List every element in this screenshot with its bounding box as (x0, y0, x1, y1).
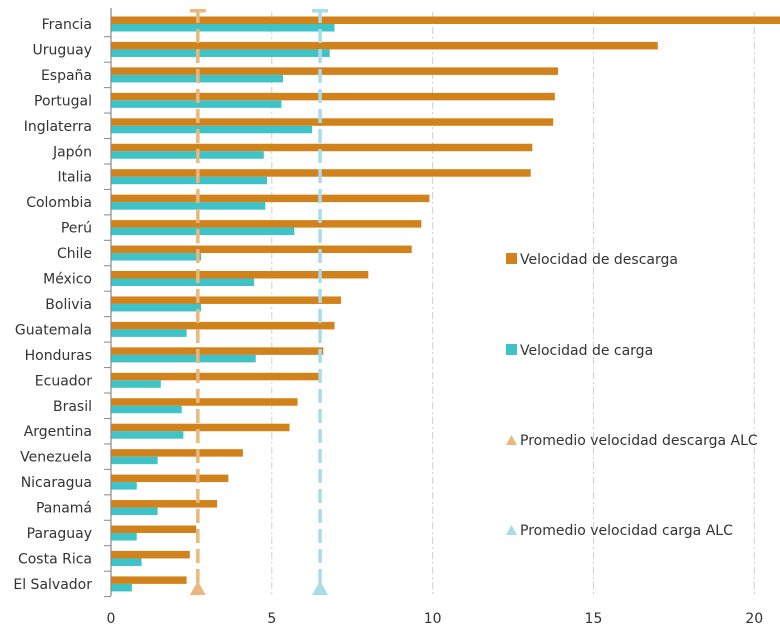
bar-descarga (111, 67, 559, 75)
legend-label: Promedio velocidad carga ALC (520, 523, 733, 539)
bar-carga (111, 533, 137, 541)
category-label: Venezuela (20, 450, 92, 466)
legend-label: Velocidad de descarga (520, 252, 678, 268)
bar-descarga (111, 372, 321, 381)
x-tick-label: 0 (107, 611, 116, 627)
bar-descarga (111, 449, 243, 457)
bar-descarga (111, 194, 430, 203)
bar-descarga (111, 347, 324, 355)
category-label: Panamá (36, 501, 92, 517)
x-tick-label: 10 (424, 611, 442, 627)
bar-carga (111, 100, 282, 108)
bar-carga (111, 49, 330, 57)
bar-descarga (111, 550, 190, 559)
bar-carga (111, 354, 256, 363)
bar-carga (111, 482, 137, 490)
category-label: Japón (52, 144, 92, 160)
x-tick-label: 5 (267, 611, 276, 627)
category-label: Honduras (25, 348, 92, 364)
average-marker (189, 581, 206, 595)
bar-descarga (111, 143, 533, 152)
bar-carga (111, 303, 202, 312)
bar-descarga (111, 423, 290, 432)
bar-descarga (111, 245, 412, 254)
average-lines (189, 9, 329, 595)
category-label: Brasil (53, 399, 92, 415)
bar-descarga (111, 118, 554, 126)
category-label: Inglaterra (24, 119, 92, 135)
axes: 0 5 10 15 20 Francia Uruguay España Portugal Ingl… (13, 8, 763, 627)
bar-descarga (111, 271, 369, 279)
category-label: Nicaragua (21, 475, 92, 491)
bar-descarga (111, 500, 218, 508)
bar-descarga (111, 92, 555, 101)
bar-carga (111, 253, 202, 261)
bar-carga (111, 507, 158, 516)
bars (111, 16, 780, 592)
legend-triangle-marker (506, 525, 517, 535)
x-tick-label: 20 (745, 611, 763, 627)
category-label: México (43, 272, 92, 288)
category-label: Francia (42, 17, 92, 33)
bar-descarga (111, 474, 229, 483)
bar-descarga (111, 321, 335, 330)
bar-descarga (111, 398, 298, 406)
bar-carga (111, 176, 267, 185)
bar-descarga (111, 296, 341, 304)
bar-carga (111, 24, 335, 32)
bar-descarga (111, 220, 422, 228)
category-label: Italia (57, 170, 92, 186)
bar-carga (111, 227, 295, 236)
x-tick-label: 15 (585, 611, 603, 627)
legend-label: Velocidad de carga (520, 343, 653, 359)
bar-carga (111, 202, 266, 210)
average-line-top-cap (312, 9, 329, 13)
category-label: Perú (61, 221, 92, 237)
bar-carga (111, 125, 313, 134)
legend-triangle-marker (506, 435, 517, 445)
category-label: Colombia (26, 195, 92, 211)
category-label: Uruguay (33, 42, 93, 58)
grid (271, 12, 755, 596)
bar-carga (111, 278, 255, 286)
bar-carga (111, 558, 142, 566)
legend-label: Promedio velocidad descarga ALC (520, 433, 758, 449)
bar-carga (111, 405, 182, 414)
legend-swatch (506, 253, 517, 264)
bar-carga (111, 380, 161, 388)
bar-descarga (111, 525, 197, 533)
legend-swatch (506, 344, 517, 355)
category-label: Portugal (34, 93, 92, 109)
category-label: Costa Rica (18, 551, 92, 567)
bar-descarga (111, 41, 658, 50)
bar-carga (111, 431, 184, 439)
bar-descarga (111, 576, 187, 584)
bar-carga (111, 583, 132, 592)
bar-carga (111, 329, 187, 337)
bar-descarga (111, 16, 780, 24)
average-line-top-cap (189, 9, 206, 13)
category-label: Ecuador (35, 373, 92, 389)
category-label: Chile (57, 246, 92, 262)
category-label: España (41, 68, 92, 84)
category-label: Argentina (24, 424, 92, 440)
category-label: Bolivia (45, 297, 92, 313)
category-label: Paraguay (27, 526, 92, 542)
legend: Velocidad de descarga Velocidad de carga P… (506, 252, 758, 539)
bar-carga (111, 151, 264, 159)
category-label: El Salvador (13, 577, 92, 593)
average-marker (312, 581, 329, 595)
bar-carga (111, 456, 158, 465)
category-label: Guatemala (15, 322, 92, 338)
